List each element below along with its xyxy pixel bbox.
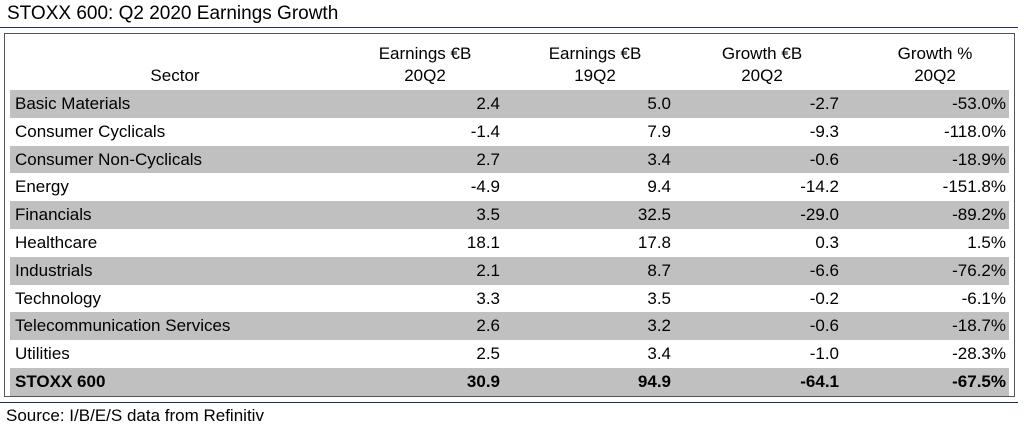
- earnings-20q2-cell: 3.5: [476, 205, 500, 225]
- growth-pct-cell: -89.2%: [952, 205, 1006, 225]
- table-row: Financials 3.5 32.5 -29.0 -89.2%: [10, 201, 1009, 229]
- growth-pct-cell: -18.9%: [952, 149, 1006, 169]
- sector-cell: Energy: [15, 177, 69, 197]
- earnings-20q2-cell: 2.4: [476, 94, 500, 113]
- sector-cell: Consumer Non-Cyclicals: [15, 149, 203, 169]
- table-row: Basic Materials 2.4 5.0 -2.7 -53.0%: [10, 90, 1009, 118]
- earnings-19q2-cell: 3.5: [647, 288, 671, 308]
- table-row: Utilities 2.5 3.4 -1.0 -28.3%: [10, 340, 1009, 368]
- header-growth-pct-line2: 20Q2: [914, 66, 956, 85]
- growth-pct-cell: -67.5%: [952, 371, 1006, 391]
- header-earnings-19q2-line1: Earnings €B: [548, 44, 642, 63]
- header-earnings-20q2-line2: 20Q2: [404, 66, 446, 85]
- growth-eur-cell: -2.7: [809, 94, 839, 113]
- growth-pct-cell: -53.0%: [952, 94, 1006, 113]
- earnings-20q2-cell: 2.1: [476, 260, 500, 280]
- growth-pct-cell: -76.2%: [952, 260, 1006, 280]
- earnings-19q2-cell: 8.7: [647, 260, 671, 280]
- sector-cell: Basic Materials: [15, 94, 131, 113]
- table-total-row: STOXX 600 30.9 94.9 -64.1 -67.5%: [10, 367, 1009, 396]
- source-note: Source: I/B/E/S data from Refinitiv: [6, 406, 264, 425]
- table-row: Consumer Non-Cyclicals 2.7 3.4 -0.6 -18.9%: [10, 145, 1009, 174]
- earnings-20q2-cell: 2.5: [476, 344, 500, 364]
- earnings-19q2-cell: 17.8: [637, 232, 671, 252]
- growth-eur-cell: -14.2: [800, 177, 839, 197]
- earnings-20q2-cell: 18.1: [466, 232, 500, 252]
- table-title: STOXX 600: Q2 2020 Earnings Growth: [7, 3, 339, 24]
- header-growth-eur-line1: Growth €B: [721, 44, 803, 63]
- growth-eur-cell: -6.6: [809, 260, 839, 280]
- title-rule: [0, 27, 1018, 28]
- earnings-19q2-cell: 3.2: [647, 316, 671, 336]
- earnings-19q2-cell: 3.4: [647, 149, 671, 169]
- table-header: Sector Earnings €B 20Q2 Earnings €B 19Q2…: [5, 34, 1014, 89]
- earnings-19q2-cell: 94.9: [637, 371, 671, 391]
- growth-eur-cell: -9.3: [809, 121, 839, 141]
- earnings-20q2-cell: -4.9: [470, 177, 500, 197]
- growth-eur-cell: 0.3: [815, 232, 839, 252]
- growth-pct-cell: -151.8%: [942, 177, 1006, 197]
- growth-eur-cell: -1.0: [809, 344, 839, 364]
- footer-rule: [0, 402, 1018, 403]
- sector-cell: Financials: [15, 205, 92, 225]
- sector-cell: Industrials: [15, 260, 93, 280]
- growth-eur-cell: -0.2: [809, 288, 839, 308]
- earnings-20q2-cell: -1.4: [470, 121, 500, 141]
- header-growth-pct-line1: Growth %: [897, 44, 973, 63]
- earnings-19q2-cell: 9.4: [647, 177, 671, 197]
- earnings-20q2-cell: 2.6: [476, 316, 500, 336]
- growth-pct-cell: -118.0%: [943, 121, 1006, 141]
- earnings-19q2-cell: 7.9: [647, 121, 671, 141]
- growth-pct-cell: 1.5%: [967, 232, 1006, 252]
- earnings-19q2-cell: 32.5: [637, 205, 671, 225]
- earnings-20q2-cell: 2.7: [476, 149, 500, 169]
- header-growth-eur-line2: 20Q2: [741, 66, 783, 85]
- table-row: Healthcare 18.1 17.8 0.3 1.5%: [10, 229, 1009, 257]
- growth-pct-cell: -18.7%: [952, 316, 1006, 336]
- sector-cell: STOXX 600: [15, 371, 106, 391]
- sector-cell: Telecommunication Services: [15, 316, 231, 336]
- table-body: Basic Materials 2.4 5.0 -2.7 -53.0% Consumer …: [10, 90, 1009, 396]
- growth-eur-cell: -0.6: [809, 316, 839, 336]
- growth-eur-cell: -64.1: [800, 371, 839, 391]
- table-row: Energy -4.9 9.4 -14.2 -151.8%: [10, 173, 1009, 201]
- sector-cell: Consumer Cyclicals: [15, 121, 166, 141]
- earnings-20q2-cell: 30.9: [466, 371, 500, 391]
- earnings-20q2-cell: 3.3: [476, 288, 500, 308]
- growth-eur-cell: -29.0: [800, 205, 839, 225]
- table-row: Telecommunication Services 2.6 3.2 -0.6 -18.…: [10, 312, 1009, 341]
- table-row: Consumer Cyclicals -1.4 7.9 -9.3 -118.0%: [10, 118, 1009, 146]
- earnings-19q2-cell: 5.0: [647, 94, 671, 113]
- growth-pct-cell: -28.3%: [952, 344, 1006, 364]
- table-frame: Sector Earnings €B 20Q2 Earnings €B 19Q2…: [4, 33, 1015, 397]
- table-row: Technology 3.3 3.5 -0.2 -6.1%: [10, 285, 1009, 313]
- growth-pct-cell: -6.1%: [961, 288, 1006, 308]
- sector-cell: Healthcare: [15, 232, 98, 252]
- sector-cell: Technology: [15, 288, 102, 308]
- sector-cell: Utilities: [15, 344, 70, 364]
- table-row: Industrials 2.1 8.7 -6.6 -76.2%: [10, 256, 1009, 285]
- growth-eur-cell: -0.6: [809, 149, 839, 169]
- header-sector: Sector: [150, 66, 200, 85]
- header-earnings-19q2-line2: 19Q2: [574, 66, 616, 85]
- earnings-19q2-cell: 3.4: [647, 344, 671, 364]
- header-earnings-20q2-line1: Earnings €B: [378, 44, 472, 63]
